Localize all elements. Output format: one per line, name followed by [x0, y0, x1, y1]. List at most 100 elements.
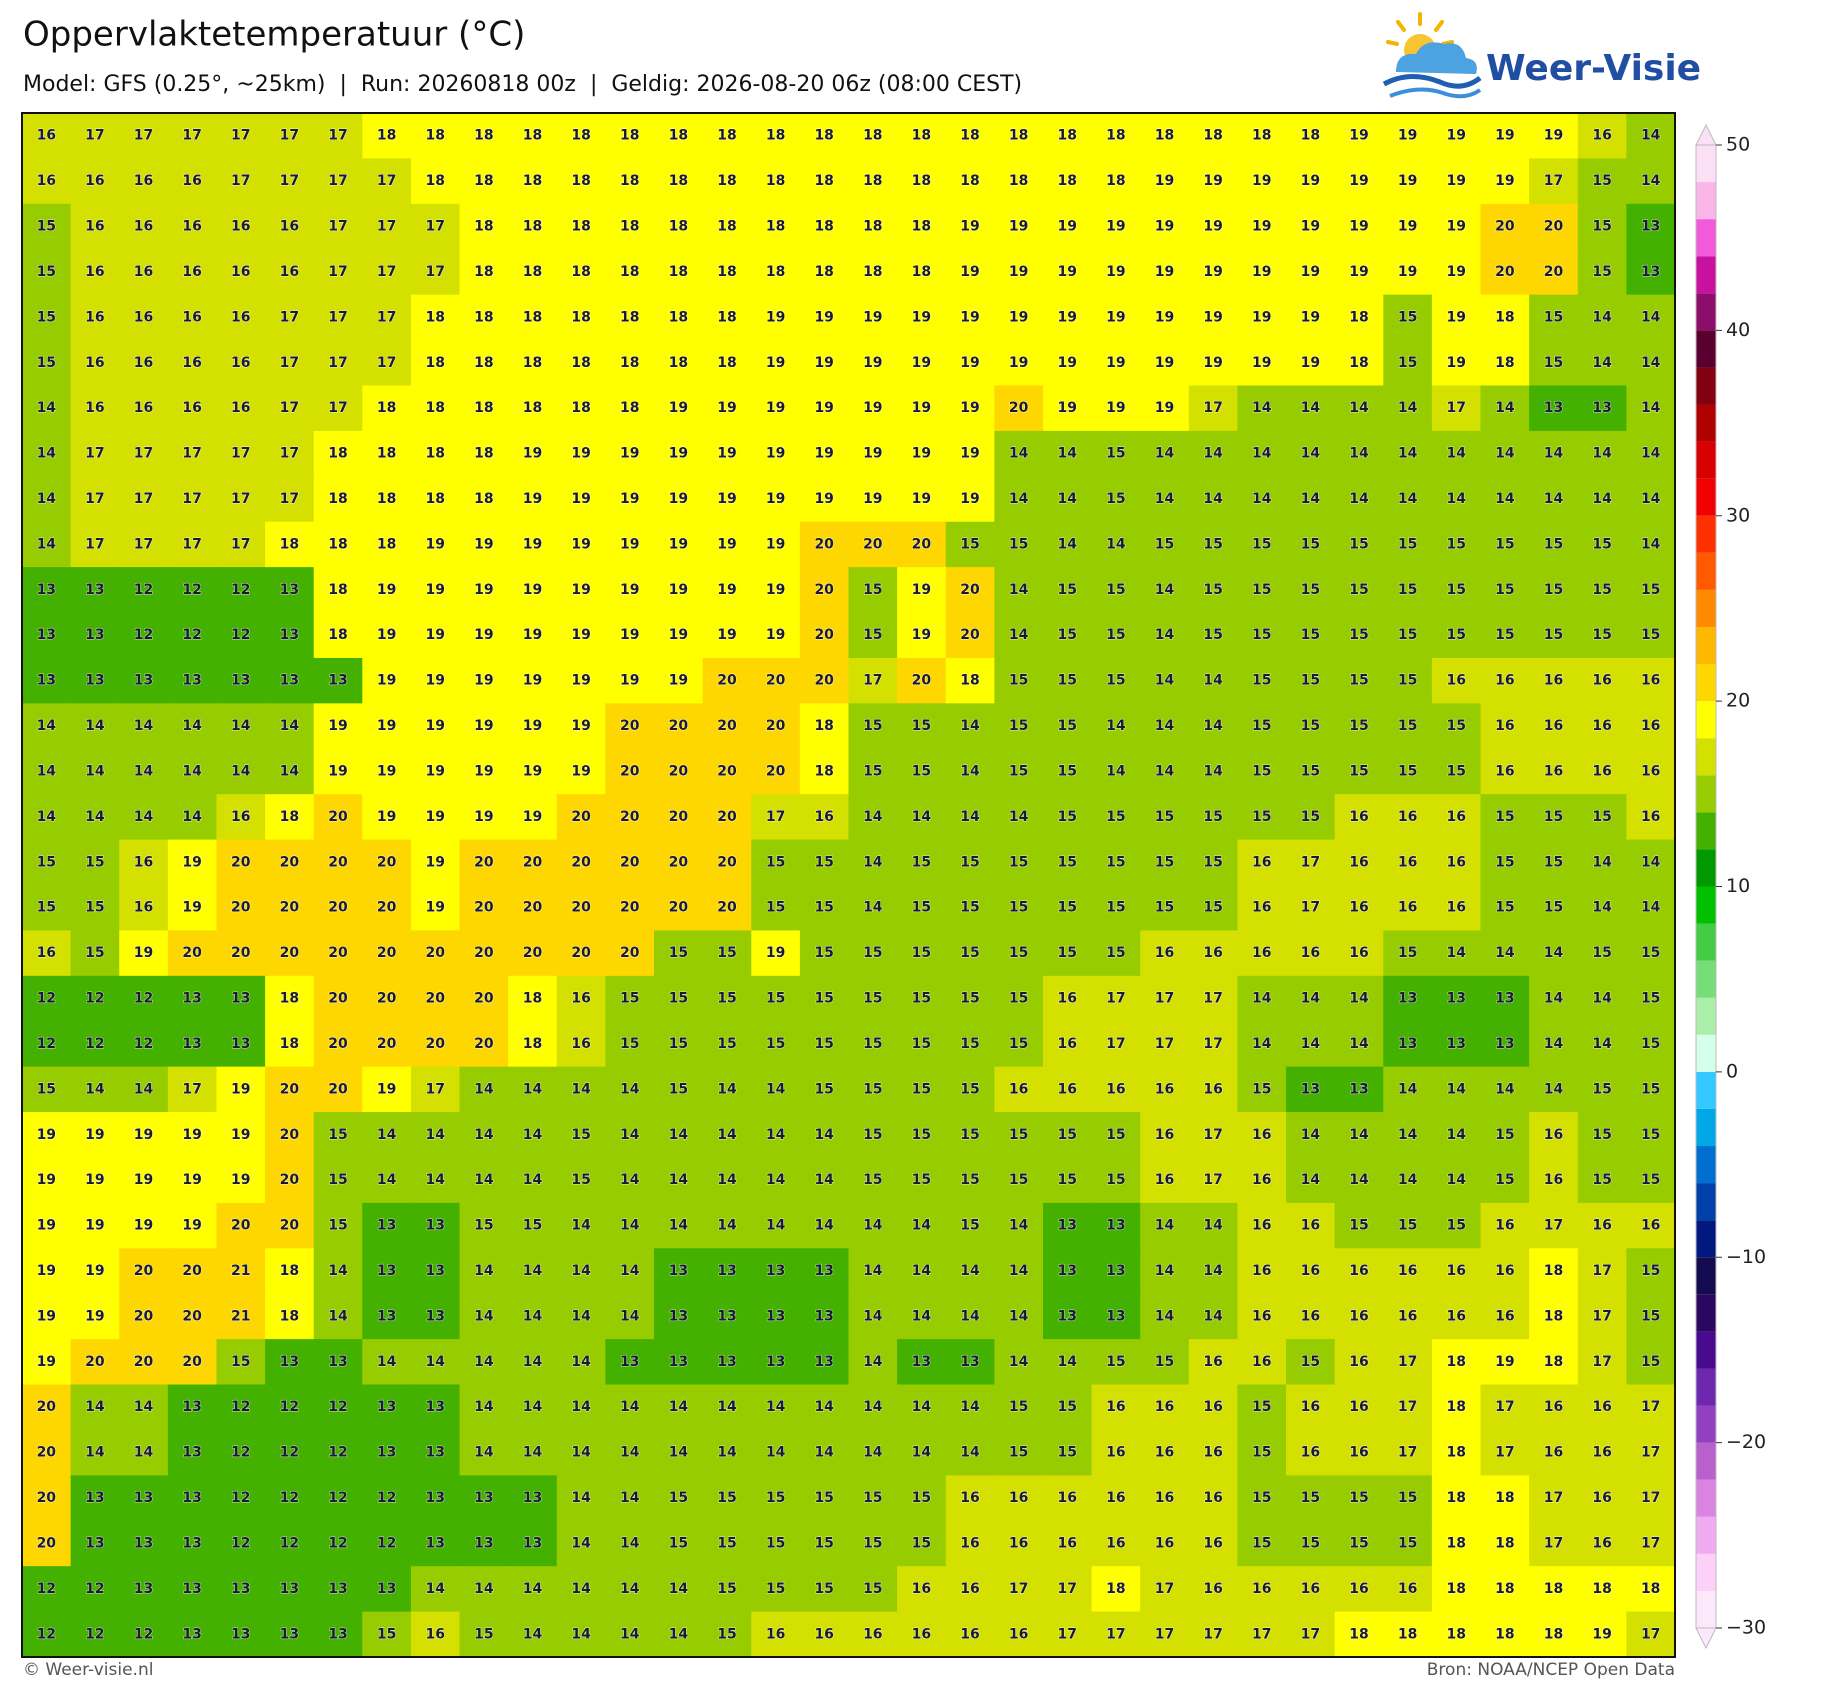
- temperature-label: 19: [814, 491, 833, 507]
- temperature-label: 14: [620, 1399, 640, 1415]
- temperature-label: 19: [912, 309, 931, 325]
- temperature-label: 18: [1058, 173, 1077, 189]
- temperature-label: 17: [863, 673, 882, 689]
- temperature-label: 16: [231, 309, 250, 325]
- temperature-label: 19: [182, 1218, 201, 1234]
- temperature-cell: [313, 794, 363, 841]
- temperature-label: 18: [669, 355, 688, 371]
- temperature-cell: [654, 657, 704, 704]
- temperature-label: 15: [863, 1127, 882, 1143]
- temperature-label: 17: [1544, 1535, 1563, 1551]
- temperature-cell: [751, 1157, 801, 1204]
- temperature-cell: [605, 249, 655, 296]
- temperature-label: 15: [1009, 673, 1028, 689]
- temperature-cell: [1529, 1112, 1579, 1159]
- temperature-label: 15: [960, 900, 979, 916]
- temperature-cell: [119, 703, 169, 750]
- temperature-cell: [1334, 113, 1384, 160]
- temperature-label: 14: [1641, 536, 1661, 552]
- temperature-label: 20: [766, 718, 786, 734]
- temperature-cell: [508, 113, 558, 160]
- temperature-cell: [216, 203, 266, 250]
- temperature-label: 12: [328, 1445, 347, 1461]
- temperature-label: 15: [1544, 854, 1563, 870]
- title: Oppervlaktetemperatuur (°C): [23, 15, 525, 55]
- temperature-cell: [1334, 794, 1384, 841]
- temperature-cell: [1286, 975, 1336, 1022]
- temperature-label: 19: [717, 446, 736, 462]
- temperature-label: 17: [766, 809, 785, 825]
- temperature-label: 12: [231, 1535, 250, 1551]
- temperature-label: 18: [669, 264, 688, 280]
- temperature-label: 20: [1009, 400, 1029, 416]
- colorbar-segment: [1696, 1108, 1716, 1147]
- temperature-cell: [1334, 203, 1384, 250]
- temperature-label: 14: [960, 1263, 980, 1279]
- temperature-cell: [22, 657, 72, 704]
- temperature-cell: [994, 885, 1044, 932]
- temperature-cell: [1577, 1112, 1627, 1159]
- temperature-cell: [1480, 1021, 1530, 1068]
- temperature-label: 19: [1203, 355, 1222, 371]
- temperature-cell: [1140, 385, 1190, 432]
- temperature-cell: [216, 430, 266, 477]
- temperature-label: 20: [280, 1218, 300, 1234]
- temperature-cell: [216, 839, 266, 886]
- temperature-label: 18: [669, 128, 688, 144]
- temperature-cell: [1529, 612, 1579, 659]
- temperature-label: 13: [1495, 1036, 1514, 1052]
- temperature-cell: [605, 703, 655, 750]
- temperature-label: 19: [1106, 400, 1125, 416]
- temperature-cell: [1529, 430, 1579, 477]
- temperature-label: 16: [1155, 1490, 1174, 1506]
- temperature-cell: [1383, 612, 1433, 659]
- temperature-cell: [945, 1157, 995, 1204]
- temperature-cell: [410, 340, 461, 387]
- temperature-label: 15: [85, 945, 104, 961]
- temperature-cell: [70, 476, 120, 523]
- temperature-cell: [1383, 748, 1433, 795]
- temperature-cell: [1140, 930, 1190, 977]
- temperature-label: 15: [863, 718, 882, 734]
- temperature-cell: [265, 1202, 315, 1249]
- temperature-label: 15: [1544, 809, 1563, 825]
- temperature-label: 15: [1301, 809, 1320, 825]
- temperature-label: 16: [1446, 673, 1465, 689]
- temperature-cell: [508, 294, 558, 341]
- temperature-cell: [119, 1066, 169, 1113]
- temperature-cell: [1140, 975, 1190, 1022]
- temperature-label: 18: [1301, 128, 1320, 144]
- temperature-label: 15: [863, 1081, 882, 1097]
- temperature-cell: [1237, 657, 1287, 704]
- logo-wave: [1389, 87, 1482, 99]
- temperature-label: 15: [377, 1626, 396, 1642]
- temperature-cell: [508, 930, 558, 977]
- colorbar-tick-label: −20: [1726, 1431, 1766, 1453]
- temperature-cell: [1140, 340, 1190, 387]
- temperature-cell: [1140, 1157, 1190, 1204]
- temperature-cell: [1383, 1066, 1433, 1113]
- temperature-label: 13: [912, 1354, 931, 1370]
- temperature-label: 20: [620, 945, 640, 961]
- temperature-label: 19: [426, 718, 445, 734]
- temperature-label: 14: [1155, 491, 1175, 507]
- temperature-cell: [751, 249, 801, 296]
- temperature-label: 14: [1349, 400, 1369, 416]
- temperature-cell: [994, 158, 1044, 205]
- temperature-label: 12: [280, 1399, 299, 1415]
- colorbar-segment: [1696, 1553, 1716, 1591]
- temperature-label: 18: [1349, 309, 1368, 325]
- temperature-label: 19: [182, 900, 201, 916]
- temperature-label: 15: [1446, 536, 1465, 552]
- temperature-label: 19: [912, 582, 931, 598]
- temperature-cell: [70, 657, 120, 704]
- temperature-cell: [508, 249, 558, 296]
- temperature-label: 13: [328, 1626, 347, 1642]
- temperature-label: 14: [1592, 491, 1612, 507]
- temperature-label: 15: [1349, 536, 1368, 552]
- temperature-label: 13: [620, 1354, 639, 1370]
- temperature-label: 17: [1252, 1626, 1271, 1642]
- temperature-cell: [1626, 113, 1676, 160]
- colorbar-segment: [1696, 182, 1716, 220]
